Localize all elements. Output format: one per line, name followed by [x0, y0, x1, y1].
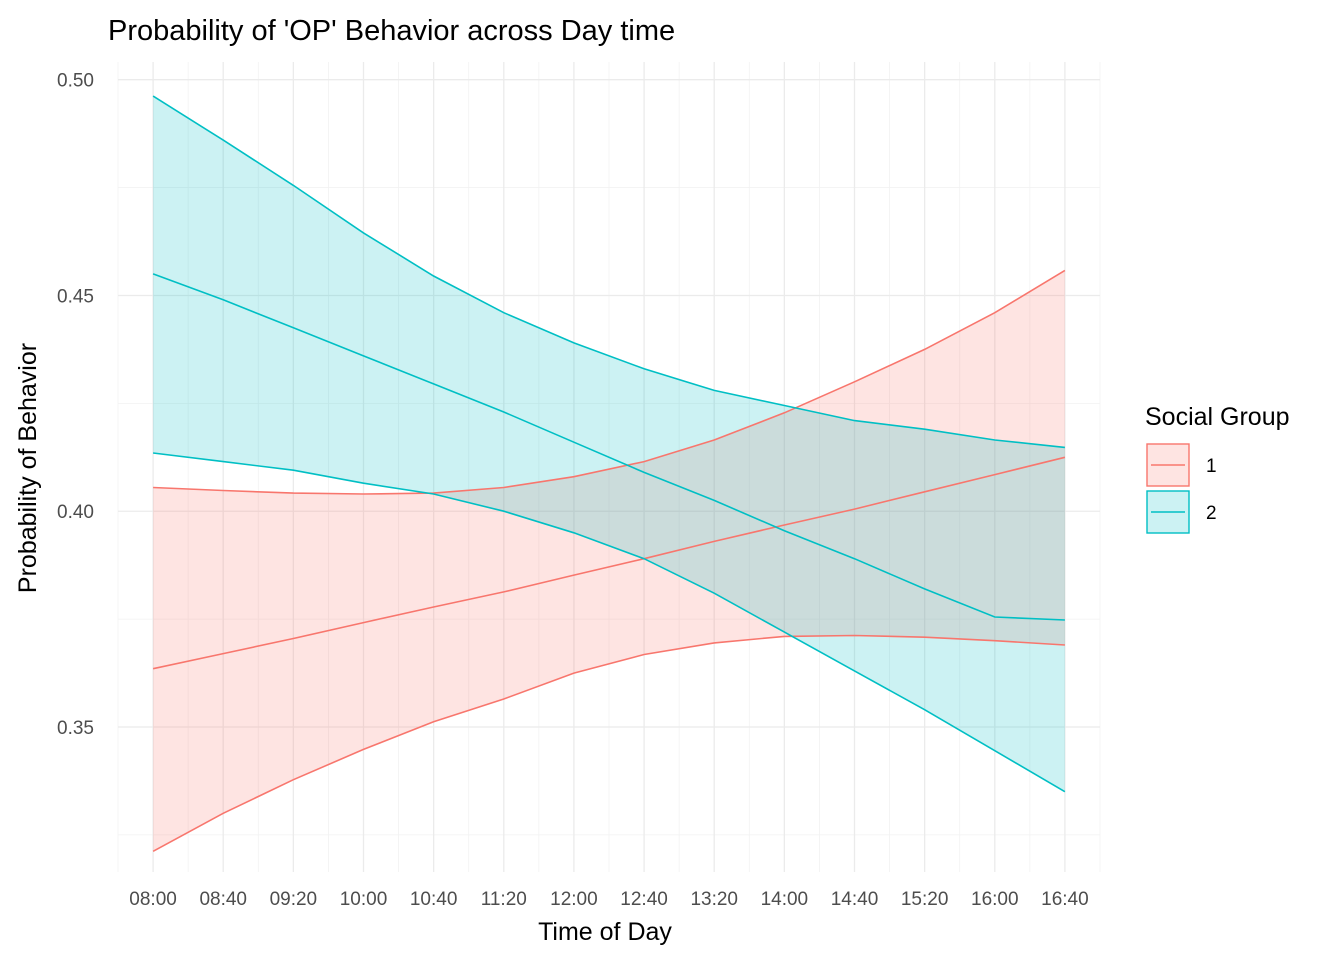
chart-title: Probability of 'OP' Behavior across Day …: [108, 15, 675, 47]
y-tick-label: 0.45: [57, 286, 94, 307]
x-tick-label: 10:40: [410, 889, 458, 910]
x-tick-label: 08:00: [129, 889, 177, 910]
x-tick-label: 12:00: [550, 889, 598, 910]
confidence-bands: [153, 96, 1065, 852]
x-tick-label: 08:40: [199, 889, 247, 910]
grid: [117, 62, 1101, 872]
x-tick-label: 11:20: [481, 889, 527, 910]
y-tick-label: 0.35: [57, 718, 94, 739]
y-axis-title: Probability of Behavior: [14, 343, 42, 593]
x-tick-label: 13:20: [690, 889, 738, 910]
y-tick-label: 0.50: [57, 71, 94, 92]
x-tick-label: 12:40: [620, 889, 668, 910]
x-tick-label: 16:00: [971, 889, 1019, 910]
x-tick-label: 15:20: [901, 889, 949, 910]
x-tick-label: 10:00: [340, 889, 388, 910]
confidence-band-2: [153, 96, 1065, 792]
legend-items: 12: [1146, 443, 1217, 534]
y-tick-label: 0.40: [57, 502, 94, 523]
series-1-upper-line: [153, 269, 1066, 495]
x-tick-label: 09:20: [270, 889, 318, 910]
series-2-upper-line: [152, 95, 1065, 449]
series-2-lower-line: [153, 452, 1066, 793]
x-axis-title: Time of Day: [538, 918, 672, 946]
legend-title: Social Group: [1145, 403, 1290, 431]
y-axis-ticks: 0.35 0.40 0.45 0.50: [57, 71, 94, 739]
series-lines: [152, 95, 1066, 853]
x-tick-label: 16:40: [1041, 889, 1089, 910]
series-1-lower-line: [152, 634, 1065, 853]
legend-label-1: 1: [1206, 456, 1217, 477]
legend: Social Group 12: [1145, 403, 1290, 534]
x-tick-label: 14:40: [831, 889, 879, 910]
series-1-mean-line: [152, 456, 1066, 670]
series-2-mean-line: [152, 273, 1065, 621]
legend-label-2: 2: [1206, 503, 1217, 524]
x-axis-ticks: 08:00 08:40 09:20 10:00 10:40 11:20 12:00 12:40…: [129, 889, 1088, 910]
confidence-band-1: [153, 270, 1065, 852]
x-tick-label: 14:00: [761, 889, 809, 910]
